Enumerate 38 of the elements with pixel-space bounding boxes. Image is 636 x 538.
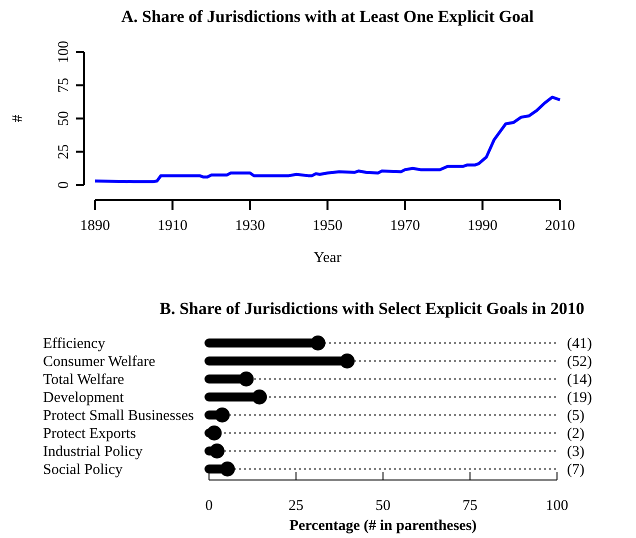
y-tick-label: Protect Small Businesses xyxy=(43,408,194,424)
text: (5) xyxy=(567,408,584,424)
x-tick-label: 1970 xyxy=(390,218,420,234)
x-axis-title: Year xyxy=(314,250,342,266)
x-tick-label: 1990 xyxy=(468,218,498,234)
x-axis-title: Percentage (# in parentheses) xyxy=(289,518,477,534)
text: (3) xyxy=(567,444,584,460)
y-tick-label: Industrial Policy xyxy=(43,444,144,460)
y-tick-label: Social Policy xyxy=(43,462,124,478)
x-tick-label: 1950 xyxy=(312,218,342,234)
chart-title: B. Share of Jurisdictions with Select Explicit Goals in 2010 xyxy=(160,299,584,318)
text: (7) xyxy=(567,462,584,478)
text: (52) xyxy=(567,354,592,370)
x-tick-label: 25 xyxy=(288,498,304,514)
text: (19) xyxy=(567,390,592,406)
y-tick-label: Development xyxy=(43,390,125,406)
x-tick-label: 1890 xyxy=(80,218,110,234)
y-tick-label: 25 xyxy=(56,144,72,160)
text: (41) xyxy=(567,336,592,352)
y-tick-label: Protect Exports xyxy=(43,426,136,442)
y-tick-label: 0 xyxy=(56,181,72,189)
y-tick-label: Consumer Welfare xyxy=(43,354,156,370)
text: (14) xyxy=(567,372,592,388)
y-tick-label: 50 xyxy=(56,111,72,126)
y-tick-label: 100 xyxy=(56,40,72,64)
x-tick-label: 100 xyxy=(546,498,568,514)
y-tick-label: 75 xyxy=(56,78,72,93)
chart-title: A. Share of Jurisdictions with at Least One Explicit Goal xyxy=(121,7,534,26)
x-tick-label: 50 xyxy=(376,498,390,514)
x-tick-label: 1930 xyxy=(235,218,265,234)
y-tick-label: Total Welfare xyxy=(43,372,125,388)
x-tick-label: 2010 xyxy=(545,218,575,234)
text: (2) xyxy=(567,426,584,442)
x-tick-label: 75 xyxy=(462,498,478,514)
x-tick-label: 1910 xyxy=(158,218,188,234)
x-tick-label: 0 xyxy=(205,498,213,514)
y-axis-title: # xyxy=(10,114,26,122)
y-tick-label: Efficiency xyxy=(43,336,106,352)
